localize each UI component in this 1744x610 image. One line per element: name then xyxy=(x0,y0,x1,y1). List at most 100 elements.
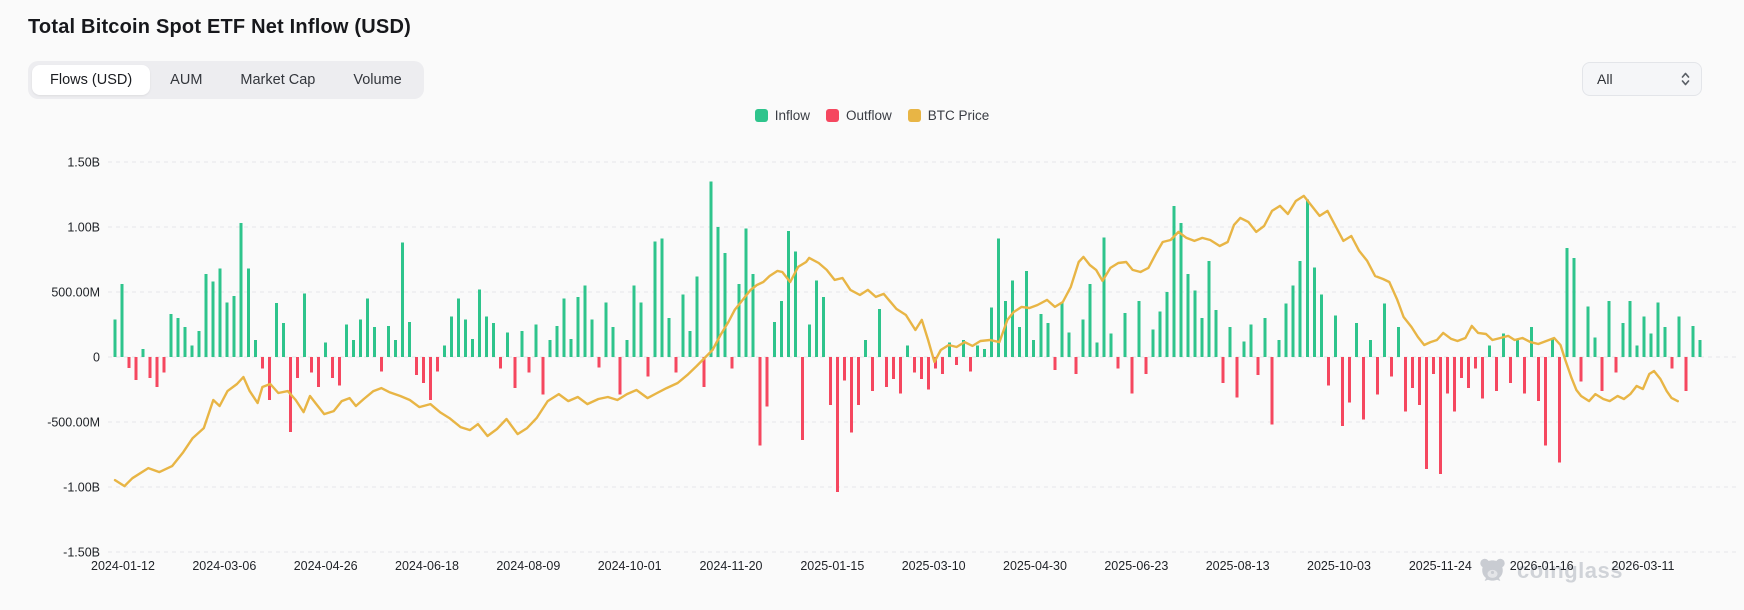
inflow-bar[interactable] xyxy=(1607,301,1611,357)
outflow-bar[interactable] xyxy=(1144,357,1148,374)
outflow-bar[interactable] xyxy=(1053,357,1057,370)
inflow-bar[interactable] xyxy=(1102,237,1106,357)
inflow-bar[interactable] xyxy=(401,242,405,357)
outflow-bar[interactable] xyxy=(618,357,622,395)
outflow-bar[interactable] xyxy=(436,357,440,372)
outflow-bar[interactable] xyxy=(828,357,832,406)
inflow-bar[interactable] xyxy=(653,241,657,357)
outflow-bar[interactable] xyxy=(870,357,874,391)
inflow-bar[interactable] xyxy=(667,318,671,357)
inflow-bar[interactable] xyxy=(807,324,811,358)
inflow-bar[interactable] xyxy=(239,223,243,357)
inflow-bar[interactable] xyxy=(351,340,355,357)
outflow-bar[interactable] xyxy=(1375,357,1379,395)
inflow-bar[interactable] xyxy=(1382,303,1386,357)
tab-market-cap[interactable]: Market Cap xyxy=(222,65,333,95)
inflow-bar[interactable] xyxy=(464,319,468,357)
inflow-bar[interactable] xyxy=(751,273,755,357)
inflow-bar[interactable] xyxy=(1095,342,1099,357)
inflow-bar[interactable] xyxy=(176,318,180,357)
inflow-bar[interactable] xyxy=(772,321,776,357)
inflow-bar[interactable] xyxy=(681,294,685,357)
inflow-bar[interactable] xyxy=(793,251,797,357)
inflow-bar[interactable] xyxy=(1067,332,1071,357)
outflow-bar[interactable] xyxy=(1410,357,1414,389)
inflow-bar[interactable] xyxy=(1642,316,1646,357)
inflow-bar[interactable] xyxy=(1593,337,1597,358)
inflow-bar[interactable] xyxy=(253,340,257,357)
outflow-bar[interactable] xyxy=(730,357,734,369)
inflow-bar[interactable] xyxy=(344,324,348,358)
inflow-bar[interactable] xyxy=(962,340,966,357)
inflow-bar[interactable] xyxy=(1200,318,1204,357)
outflow-bar[interactable] xyxy=(835,357,839,493)
outflow-bar[interactable] xyxy=(429,357,433,400)
inflow-bar[interactable] xyxy=(1677,316,1681,357)
outflow-bar[interactable] xyxy=(513,357,517,389)
inflow-bar[interactable] xyxy=(323,342,327,357)
inflow-bar[interactable] xyxy=(716,227,720,357)
outflow-bar[interactable] xyxy=(1460,357,1464,378)
inflow-bar[interactable] xyxy=(506,332,510,357)
outflow-bar[interactable] xyxy=(1074,357,1078,374)
tab-flows-usd[interactable]: Flows (USD) xyxy=(32,65,151,95)
inflow-bar[interactable] xyxy=(1319,294,1323,357)
inflow-bar[interactable] xyxy=(737,284,741,357)
inflow-bar[interactable] xyxy=(688,331,692,357)
inflow-bar[interactable] xyxy=(1305,199,1309,357)
inflow-bar[interactable] xyxy=(723,253,727,357)
inflow-bar[interactable] xyxy=(197,331,201,357)
outflow-bar[interactable] xyxy=(134,357,138,380)
inflow-bar[interactable] xyxy=(779,301,783,357)
outflow-bar[interactable] xyxy=(1495,357,1499,391)
outflow-bar[interactable] xyxy=(1432,357,1435,374)
outflow-bar[interactable] xyxy=(941,357,945,374)
outflow-bar[interactable] xyxy=(260,357,264,369)
outflow-bar[interactable] xyxy=(541,357,545,395)
inflow-bar[interactable] xyxy=(906,345,909,357)
inflow-bar[interactable] xyxy=(408,321,412,357)
inflow-bar[interactable] xyxy=(1207,260,1211,357)
inflow-bar[interactable] xyxy=(387,325,391,357)
inflow-bar[interactable] xyxy=(555,325,559,357)
inflow-bar[interactable] xyxy=(863,340,867,357)
outflow-bar[interactable] xyxy=(1256,357,1260,376)
inflow-bar[interactable] xyxy=(1046,323,1050,357)
inflow-bar[interactable] xyxy=(1088,284,1092,357)
inflow-bar[interactable] xyxy=(246,268,250,357)
outflow-bar[interactable] xyxy=(155,357,159,387)
outflow-bar[interactable] xyxy=(330,357,334,378)
outflow-bar[interactable] xyxy=(646,357,650,377)
inflow-bar[interactable] xyxy=(983,349,987,357)
inflow-bar[interactable] xyxy=(281,323,285,357)
outflow-bar[interactable] xyxy=(1326,357,1330,386)
inflow-bar[interactable] xyxy=(1172,206,1176,357)
outflow-bar[interactable] xyxy=(415,357,419,376)
outflow-bar[interactable] xyxy=(758,357,762,446)
inflow-bar[interactable] xyxy=(190,345,194,357)
outflow-bar[interactable] xyxy=(380,357,383,372)
inflow-bar[interactable] xyxy=(1565,247,1569,357)
inflow-bar[interactable] xyxy=(365,298,369,358)
chart-canvas[interactable]: 1.50B1.00B500.00M0-500.00M-1.00B-1.50B20… xyxy=(0,132,1744,598)
outflow-bar[interactable] xyxy=(913,357,917,373)
inflow-bar[interactable] xyxy=(1277,340,1281,357)
outflow-bar[interactable] xyxy=(597,357,601,368)
outflow-bar[interactable] xyxy=(884,357,888,387)
inflow-bar[interactable] xyxy=(534,324,538,358)
inflow-bar[interactable] xyxy=(1032,340,1036,357)
inflow-bar[interactable] xyxy=(976,345,980,357)
outflow-bar[interactable] xyxy=(1403,357,1407,412)
legend-item-inflow[interactable]: Inflow xyxy=(754,108,810,123)
outflow-bar[interactable] xyxy=(1361,357,1365,420)
inflow-bar[interactable] xyxy=(1488,345,1492,357)
outflow-bar[interactable] xyxy=(127,357,131,369)
outflow-bar[interactable] xyxy=(422,357,426,383)
outflow-bar[interactable] xyxy=(309,357,313,373)
inflow-bar[interactable] xyxy=(990,307,994,357)
inflow-bar[interactable] xyxy=(1242,341,1246,357)
outflow-bar[interactable] xyxy=(527,357,531,373)
inflow-bar[interactable] xyxy=(1249,324,1253,358)
inflow-bar[interactable] xyxy=(709,181,713,358)
inflow-bar[interactable] xyxy=(1193,290,1197,357)
